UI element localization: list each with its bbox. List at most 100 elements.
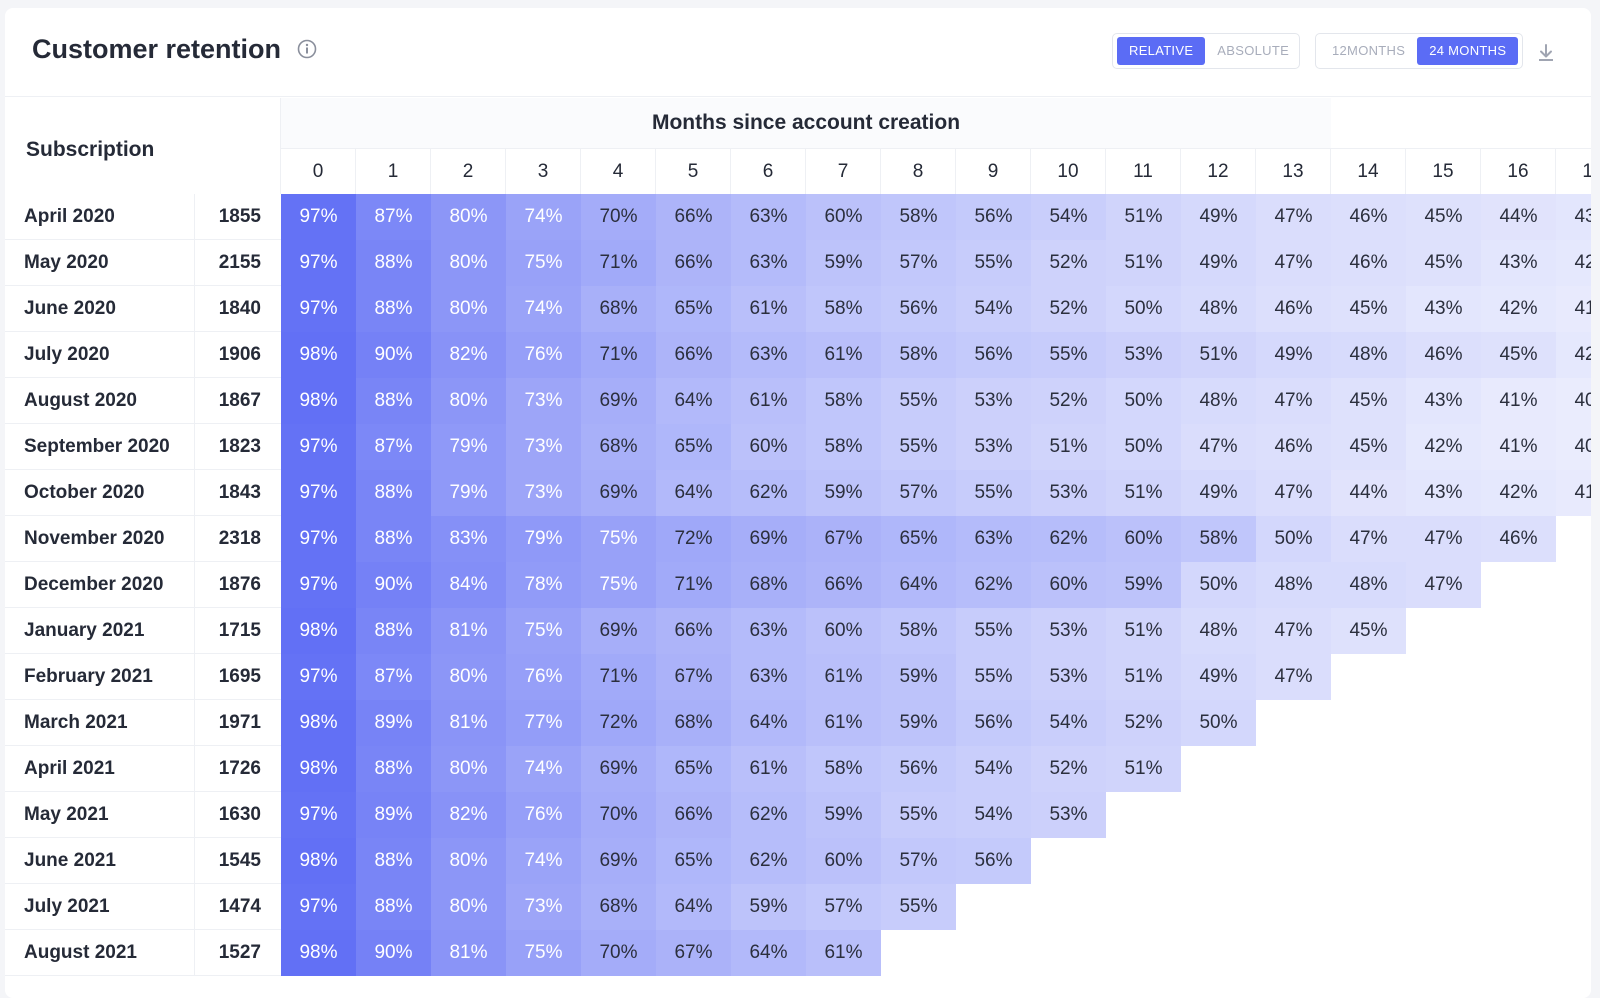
retention-cell[interactable]: 61%: [731, 378, 806, 424]
retention-cell[interactable]: 57%: [881, 470, 956, 516]
retention-cell[interactable]: 44%: [1481, 194, 1556, 240]
retention-cell[interactable]: 60%: [806, 838, 881, 884]
retention-cell[interactable]: 46%: [1331, 240, 1406, 286]
retention-cell[interactable]: 52%: [1031, 746, 1106, 792]
retention-cell[interactable]: 98%: [281, 608, 356, 654]
retention-cell[interactable]: 50%: [1181, 562, 1256, 608]
retention-cell[interactable]: 43%: [1406, 470, 1481, 516]
retention-cell[interactable]: 60%: [731, 424, 806, 470]
retention-cell[interactable]: 65%: [656, 838, 731, 884]
retention-cell[interactable]: 88%: [356, 884, 431, 930]
retention-cell[interactable]: 97%: [281, 470, 356, 516]
retention-cell[interactable]: 81%: [431, 700, 506, 746]
retention-cell[interactable]: 60%: [1106, 516, 1181, 562]
retention-cell[interactable]: 84%: [431, 562, 506, 608]
retention-cell[interactable]: 43%: [1481, 240, 1556, 286]
retention-cell[interactable]: 54%: [1031, 194, 1106, 240]
retention-cell[interactable]: 50%: [1106, 286, 1181, 332]
retention-cell[interactable]: 62%: [1031, 516, 1106, 562]
retention-cell[interactable]: 41%: [1556, 286, 1591, 332]
retention-cell[interactable]: 88%: [356, 838, 431, 884]
retention-cell[interactable]: 71%: [581, 332, 656, 378]
retention-cell[interactable]: 52%: [1031, 240, 1106, 286]
retention-cell[interactable]: 66%: [656, 194, 731, 240]
retention-cell[interactable]: 45%: [1406, 194, 1481, 240]
retention-cell[interactable]: 57%: [881, 838, 956, 884]
retention-cell[interactable]: 81%: [431, 608, 506, 654]
retention-cell[interactable]: 62%: [731, 838, 806, 884]
retention-cell[interactable]: 97%: [281, 516, 356, 562]
retention-cell[interactable]: 51%: [1106, 654, 1181, 700]
retention-cell[interactable]: 62%: [731, 470, 806, 516]
retention-cell[interactable]: 75%: [506, 608, 581, 654]
retention-cell[interactable]: 73%: [506, 424, 581, 470]
retention-cell[interactable]: 58%: [806, 746, 881, 792]
retention-cell[interactable]: 89%: [356, 792, 431, 838]
retention-cell[interactable]: 48%: [1331, 562, 1406, 608]
retention-cell[interactable]: 98%: [281, 378, 356, 424]
retention-cell[interactable]: 43%: [1406, 378, 1481, 424]
retention-cell[interactable]: 71%: [581, 654, 656, 700]
retention-cell[interactable]: 77%: [506, 700, 581, 746]
retention-cell[interactable]: 55%: [956, 240, 1031, 286]
retention-cell[interactable]: 50%: [1256, 516, 1331, 562]
retention-cell[interactable]: 74%: [506, 838, 581, 884]
retention-cell[interactable]: 49%: [1181, 240, 1256, 286]
retention-cell[interactable]: 58%: [1181, 516, 1256, 562]
retention-cell[interactable]: 53%: [1031, 654, 1106, 700]
retention-cell[interactable]: 48%: [1256, 562, 1331, 608]
retention-cell[interactable]: 64%: [656, 378, 731, 424]
retention-cell[interactable]: 56%: [956, 700, 1031, 746]
retention-cell[interactable]: 76%: [506, 792, 581, 838]
retention-cell[interactable]: 66%: [656, 608, 731, 654]
retention-cell[interactable]: 63%: [731, 654, 806, 700]
retention-cell[interactable]: 55%: [881, 792, 956, 838]
retention-cell[interactable]: 47%: [1406, 562, 1481, 608]
retention-cell[interactable]: 65%: [656, 746, 731, 792]
retention-cell[interactable]: 52%: [1031, 286, 1106, 332]
retention-cell[interactable]: 58%: [806, 378, 881, 424]
retention-cell[interactable]: 66%: [656, 792, 731, 838]
retention-cell[interactable]: 98%: [281, 746, 356, 792]
retention-cell[interactable]: 56%: [956, 194, 1031, 240]
retention-cell[interactable]: 43%: [1556, 194, 1591, 240]
retention-cell[interactable]: 40%: [1556, 424, 1591, 470]
retention-cell[interactable]: 98%: [281, 332, 356, 378]
retention-cell[interactable]: 59%: [806, 470, 881, 516]
retention-cell[interactable]: 78%: [506, 562, 581, 608]
retention-cell[interactable]: 74%: [506, 286, 581, 332]
retention-cell[interactable]: 64%: [731, 930, 806, 976]
retention-cell[interactable]: 53%: [1031, 470, 1106, 516]
retention-cell[interactable]: 52%: [1031, 378, 1106, 424]
retention-cell[interactable]: 64%: [881, 562, 956, 608]
retention-cell[interactable]: 45%: [1331, 378, 1406, 424]
retention-cell[interactable]: 54%: [956, 792, 1031, 838]
relative-button[interactable]: RELATIVE: [1117, 37, 1206, 65]
retention-cell[interactable]: 57%: [881, 240, 956, 286]
retention-cell[interactable]: 42%: [1481, 286, 1556, 332]
retention-cell[interactable]: 47%: [1256, 194, 1331, 240]
retention-cell[interactable]: 42%: [1406, 424, 1481, 470]
retention-cell[interactable]: 64%: [731, 700, 806, 746]
retention-cell[interactable]: 46%: [1256, 286, 1331, 332]
retention-cell[interactable]: 59%: [731, 884, 806, 930]
retention-cell[interactable]: 45%: [1331, 286, 1406, 332]
retention-cell[interactable]: 44%: [1331, 470, 1406, 516]
retention-cell[interactable]: 87%: [356, 424, 431, 470]
retention-cell[interactable]: 88%: [356, 746, 431, 792]
retention-cell[interactable]: 68%: [656, 700, 731, 746]
24-months-button[interactable]: 24 MONTHS: [1417, 37, 1519, 65]
retention-cell[interactable]: 56%: [956, 838, 1031, 884]
retention-cell[interactable]: 47%: [1406, 516, 1481, 562]
retention-cell[interactable]: 58%: [806, 286, 881, 332]
retention-cell[interactable]: 87%: [356, 654, 431, 700]
retention-cell[interactable]: 75%: [506, 240, 581, 286]
retention-cell[interactable]: 82%: [431, 332, 506, 378]
retention-cell[interactable]: 63%: [731, 608, 806, 654]
retention-cell[interactable]: 63%: [956, 516, 1031, 562]
retention-cell[interactable]: 71%: [581, 240, 656, 286]
retention-cell[interactable]: 47%: [1256, 470, 1331, 516]
retention-cell[interactable]: 80%: [431, 378, 506, 424]
retention-cell[interactable]: 49%: [1181, 194, 1256, 240]
retention-cell[interactable]: 48%: [1181, 378, 1256, 424]
